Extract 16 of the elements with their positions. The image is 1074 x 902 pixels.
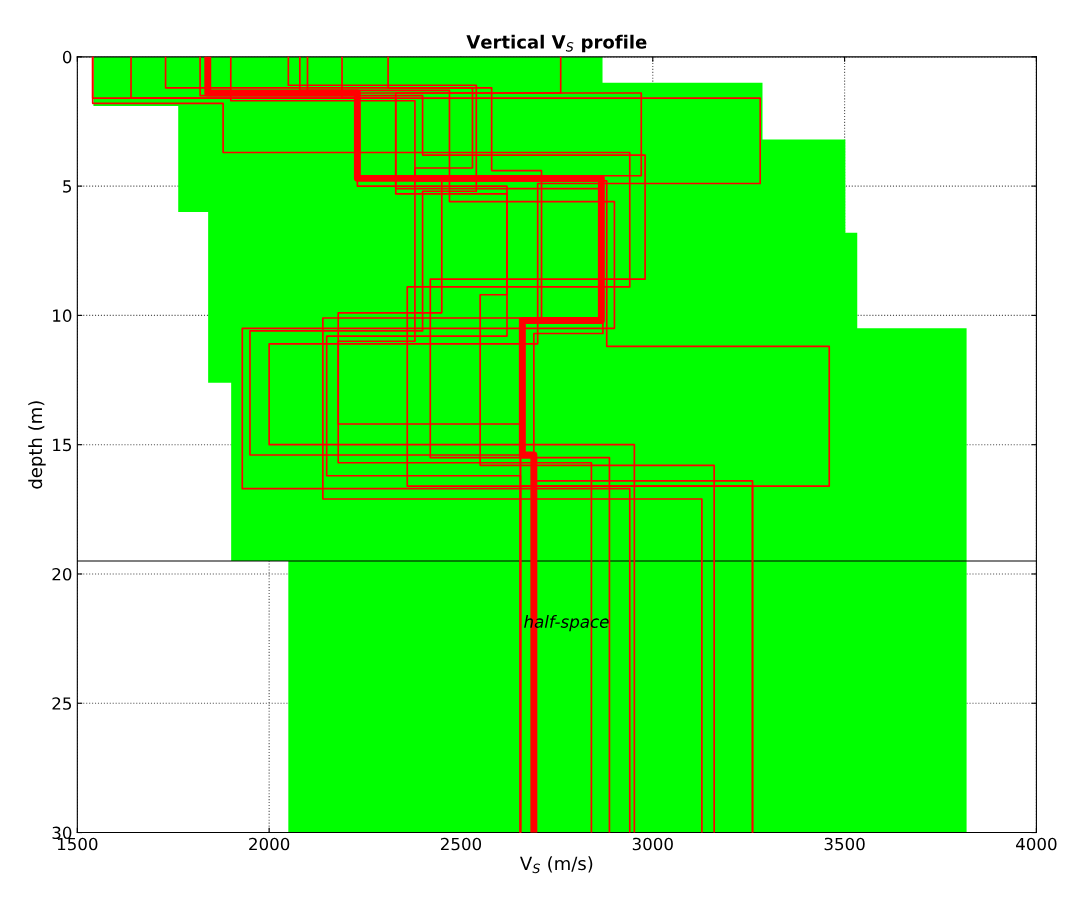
y-tick-label: 15 [53,438,72,452]
x-tick-label: 4000 [1016,837,1057,851]
x-tick-label: 3000 [632,837,673,851]
x-tick-label: 2000 [249,837,290,851]
x-axis-title: V$_{S}$ (m/s) [520,856,593,874]
y-tick-label: 10 [53,309,72,322]
y-tick-label: 20 [52,567,72,581]
y-tick-label: 25 [52,697,72,710]
chart-title: Vertical V$_{S}$ profile [466,34,647,53]
y-tick-label: 0 [62,50,72,64]
x-tick-label: 1500 [57,837,98,851]
x-tick-label: 2500 [440,837,482,851]
y-axis-title: depth (m) [28,401,46,489]
y-tick-label: 30 [52,826,72,840]
y-tick-label: 5 [63,180,72,193]
x-tick-label: 3500 [824,837,865,851]
